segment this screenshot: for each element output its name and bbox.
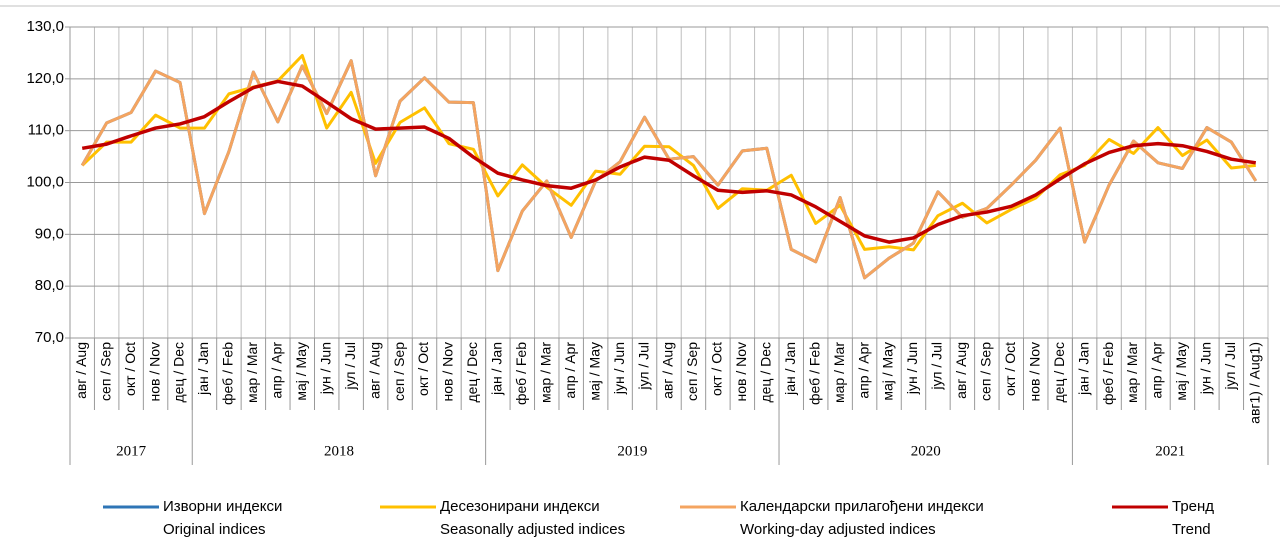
x-tick-label: мај / May <box>1173 342 1189 401</box>
x-tick-label: дец / Dec <box>1051 342 1067 403</box>
x-tick-label: феб / Feb <box>220 342 236 405</box>
y-tick-label: 100,0 <box>26 173 64 190</box>
x-tick-label: дец / Dec <box>464 342 480 403</box>
x-tick-label: нов / Nov <box>146 342 162 402</box>
year-label: 2021 <box>1155 443 1185 459</box>
x-tick-label: апр / Apr <box>855 342 871 399</box>
legend-label: Тренд <box>1172 498 1214 515</box>
series-line <box>80 59 1258 280</box>
x-tick-label: јун / Jun <box>611 342 627 395</box>
x-tick-label: јул / Jul <box>1222 342 1238 391</box>
x-tick-label: нов / Nov <box>440 342 456 402</box>
x-tick-label: авг / Aug <box>366 342 382 399</box>
legend-label: Original indices <box>163 521 266 538</box>
x-tick-label: апр / Apr <box>1149 342 1165 399</box>
x-tick-label: авг / Aug <box>660 342 676 399</box>
x-tick-label: јул / Jul <box>342 342 358 391</box>
x-tick-label: сеп / Sep <box>684 342 700 401</box>
x-tick-label: јул / Jul <box>635 342 651 391</box>
x-tick-label: феб / Feb <box>513 342 529 405</box>
x-tick-label: феб / Feb <box>1100 342 1116 405</box>
x-tick-label: јул / Jul <box>929 342 945 391</box>
x-tick-label: нов / Nov <box>733 342 749 402</box>
legend-label: Seasonally adjusted indices <box>440 521 625 538</box>
x-tick-label: мај / May <box>293 342 309 401</box>
x-tick-label: авг / Aug <box>73 342 89 399</box>
x-tick-label: авг / Aug <box>953 342 969 399</box>
x-tick-label: сеп / Sep <box>97 342 113 401</box>
x-tick-label: јан / Jan <box>1075 342 1091 396</box>
y-tick-label: 70,0 <box>35 329 64 346</box>
x-tick-label: мар / Mar <box>537 342 553 403</box>
x-tick-label: сеп / Sep <box>391 342 407 401</box>
x-tick-label: јан / Jan <box>782 342 798 396</box>
x-tick-label: нов / Nov <box>1026 342 1042 402</box>
series-line <box>80 59 1258 280</box>
year-label: 2019 <box>617 443 647 459</box>
year-label: 2017 <box>116 443 147 459</box>
x-tick-label: мар / Mar <box>831 342 847 403</box>
x-tick-label: окт / Oct <box>709 342 725 396</box>
x-tick-label: апр / Apr <box>562 342 578 399</box>
legend-label: Trend <box>1172 521 1211 538</box>
year-label: 2020 <box>911 443 941 459</box>
x-tick-label: окт / Oct <box>415 342 431 396</box>
x-tick-label: јан / Jan <box>195 342 211 396</box>
x-tick-label: јан / Jan <box>489 342 505 396</box>
y-tick-label: 90,0 <box>35 225 64 242</box>
legend-label: Working-day adjusted indices <box>740 521 936 538</box>
x-tick-label: мар / Mar <box>1124 342 1140 403</box>
y-tick-label: 120,0 <box>26 70 64 87</box>
legend-label: Десезонирани индекси <box>440 498 600 515</box>
x-tick-label: феб / Feb <box>806 342 822 405</box>
year-label: 2018 <box>324 443 354 459</box>
x-tick-label: апр / Apr <box>269 342 285 399</box>
x-tick-label: дец / Dec <box>757 342 773 403</box>
x-tick-label: мај / May <box>586 342 602 401</box>
x-tick-label: сеп / Sep <box>978 342 994 401</box>
y-tick-label: 110,0 <box>28 122 64 139</box>
legend-label: Календарски прилагођени индекси <box>740 498 984 515</box>
x-tick-label: мај / May <box>880 342 896 401</box>
x-tick-label: мар / Mar <box>244 342 260 403</box>
legend-label: Изворни индекси <box>163 498 282 515</box>
y-tick-label: 130,0 <box>26 18 64 35</box>
x-tick-label: дец / Dec <box>171 342 187 403</box>
x-tick-label: јун / Jun <box>904 342 920 395</box>
x-tick-label: окт / Oct <box>1002 342 1018 396</box>
x-tick-label: јун / Jun <box>317 342 333 395</box>
y-tick-label: 80,0 <box>35 277 64 294</box>
x-tick-label: окт / Oct <box>122 342 138 396</box>
x-tick-label: авг1) / Aug1) <box>1246 342 1262 424</box>
series-line <box>81 79 1257 244</box>
x-tick-label: јун / Jun <box>1198 342 1214 395</box>
